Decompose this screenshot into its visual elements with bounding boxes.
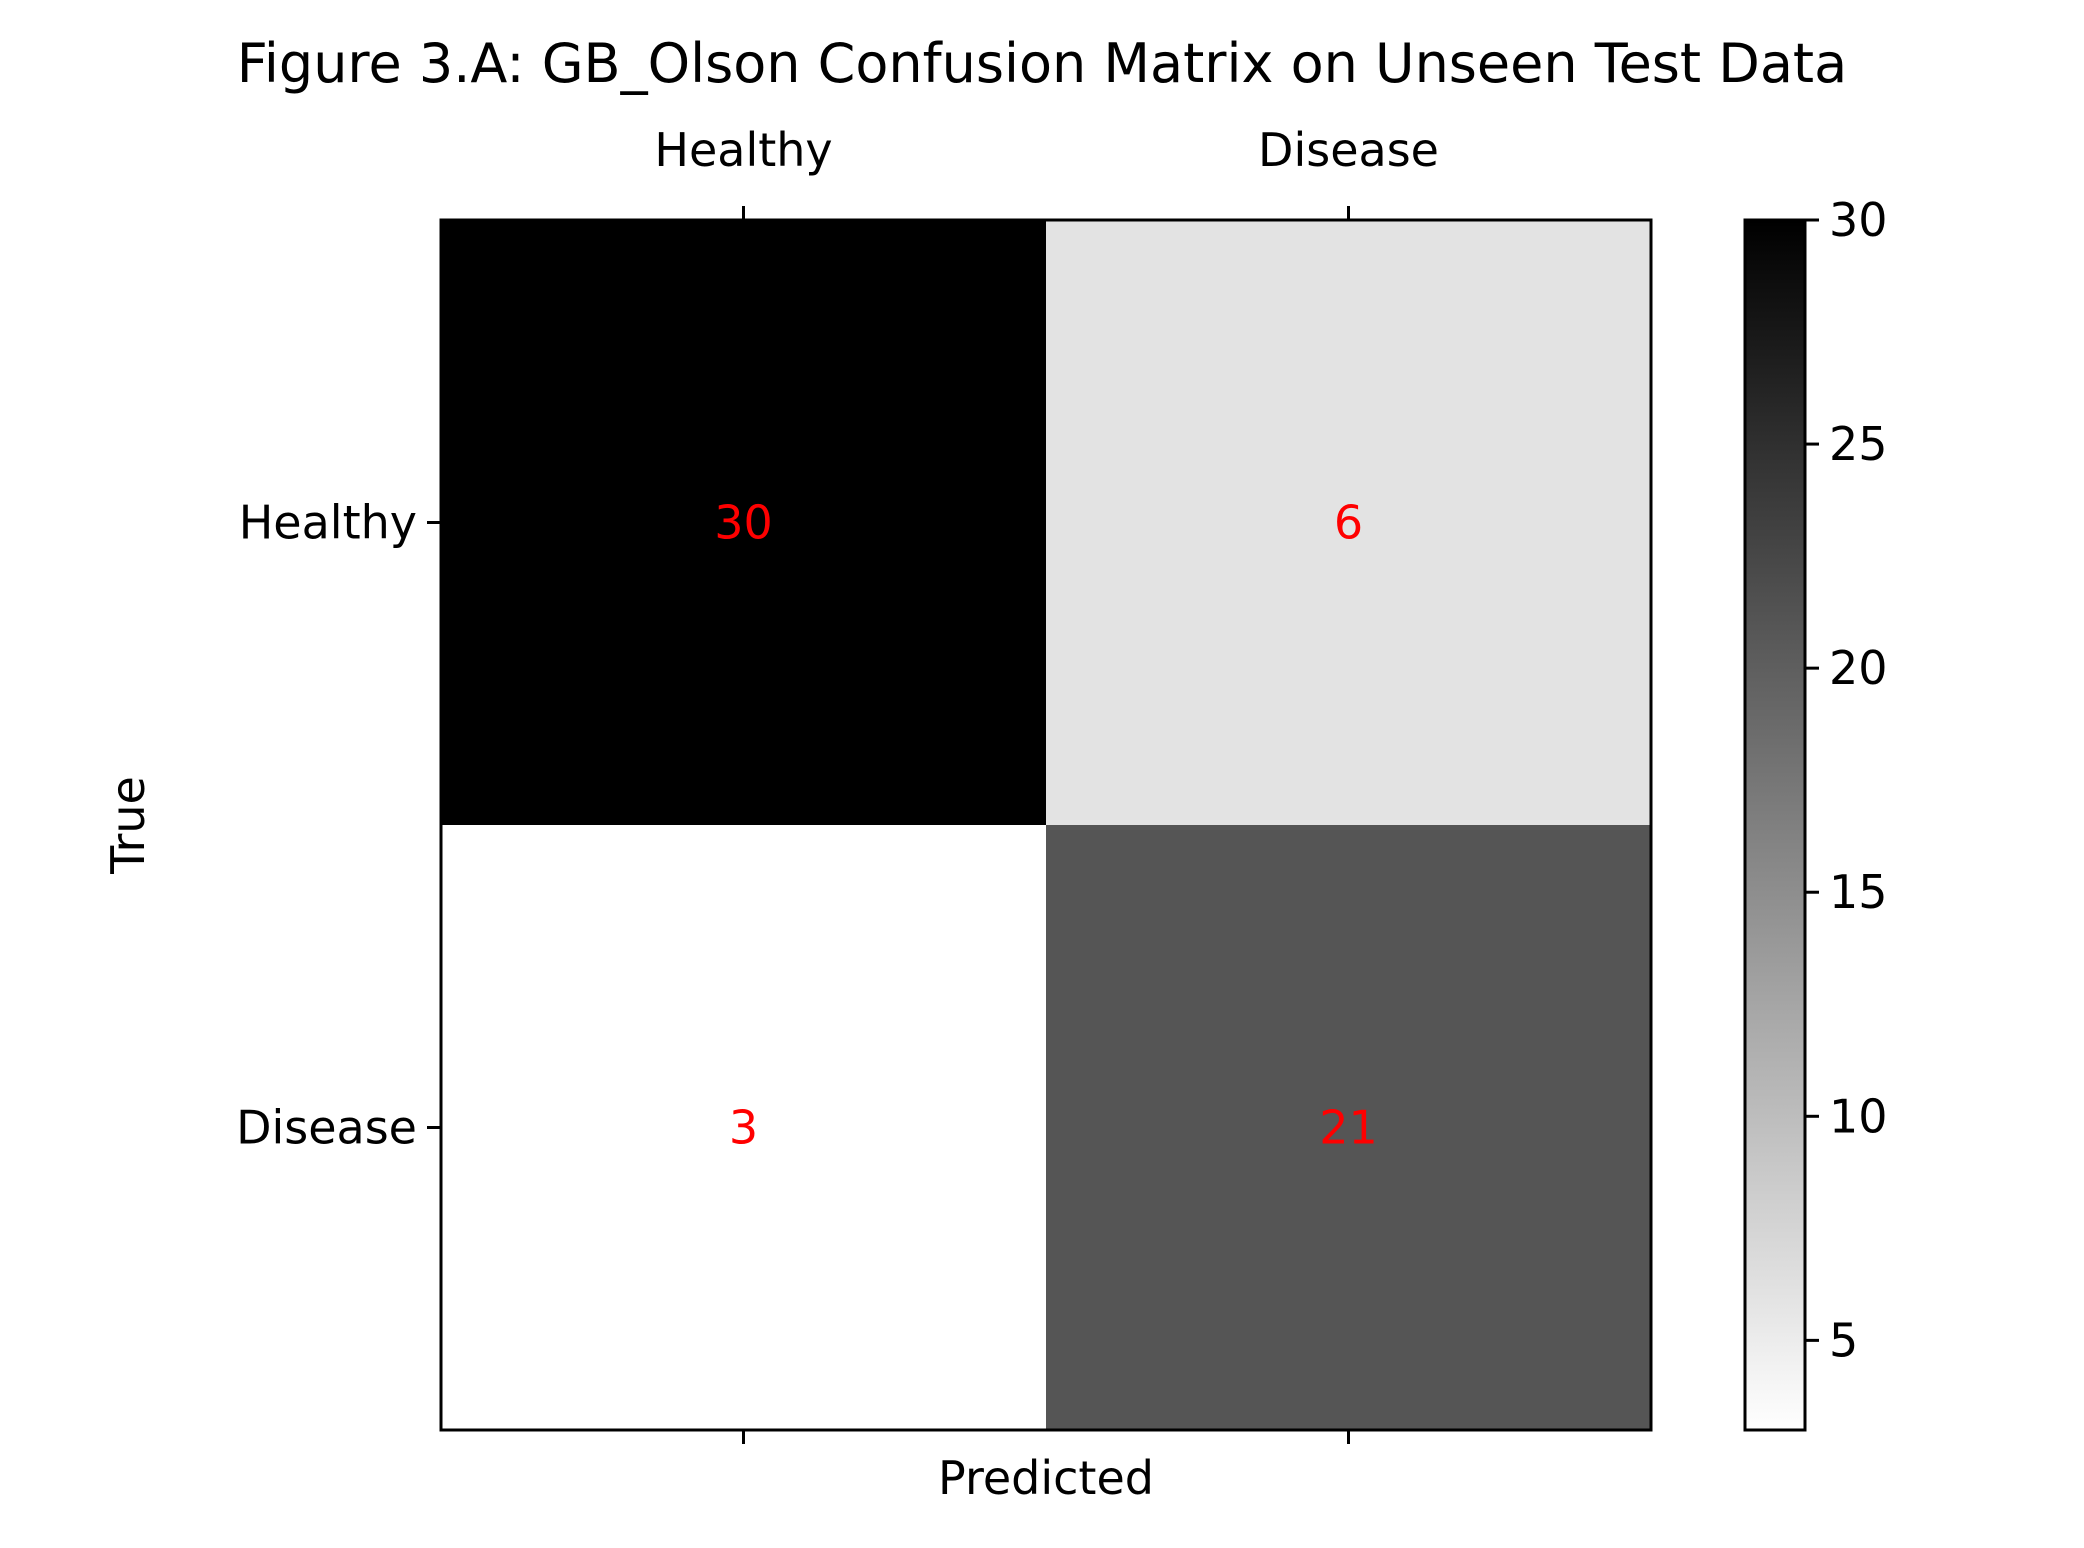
colorbar-tick-label: 20 — [1829, 641, 1888, 695]
heatmap-cell — [441, 220, 1046, 825]
colorbar-tick-label: 5 — [1829, 1313, 1858, 1367]
cell-value-label: 6 — [1334, 496, 1363, 550]
heatmap-cells: 30 6 3 21 — [441, 220, 1651, 1430]
x-axis-ticks: Healthy Disease — [654, 123, 1439, 1444]
colorbar-tick-label: 15 — [1829, 865, 1888, 919]
y-tick-label: Healthy — [239, 496, 417, 550]
colorbar-tick-label: 25 — [1829, 417, 1888, 471]
plot-frame — [439, 218, 1653, 1432]
y-axis-label: True — [101, 776, 155, 875]
colorbar-tick-label: 10 — [1829, 1089, 1888, 1143]
x-tick-label: Healthy — [654, 123, 832, 177]
cell-value-label: 21 — [1319, 1101, 1378, 1155]
y-axis-ticks: Healthy Disease — [236, 496, 441, 1155]
cell-value-label: 3 — [729, 1101, 758, 1155]
cell-value-label: 30 — [714, 496, 773, 550]
x-tick-label: Disease — [1258, 123, 1439, 177]
colorbar — [1743, 218, 1807, 1432]
x-axis-label: Predicted — [938, 1451, 1154, 1505]
colorbar-ticks: 5 10 15 20 25 30 — [1805, 193, 1888, 1367]
chart-title: Figure 3.A: GB_Olson Confusion Matrix on… — [237, 32, 1847, 95]
heatmap-cell — [1046, 825, 1651, 1430]
y-tick-label: Disease — [236, 1101, 417, 1155]
heatmap-cell — [441, 825, 1046, 1430]
heatmap-cell — [1046, 220, 1651, 825]
colorbar-tick-label: 30 — [1829, 193, 1888, 247]
